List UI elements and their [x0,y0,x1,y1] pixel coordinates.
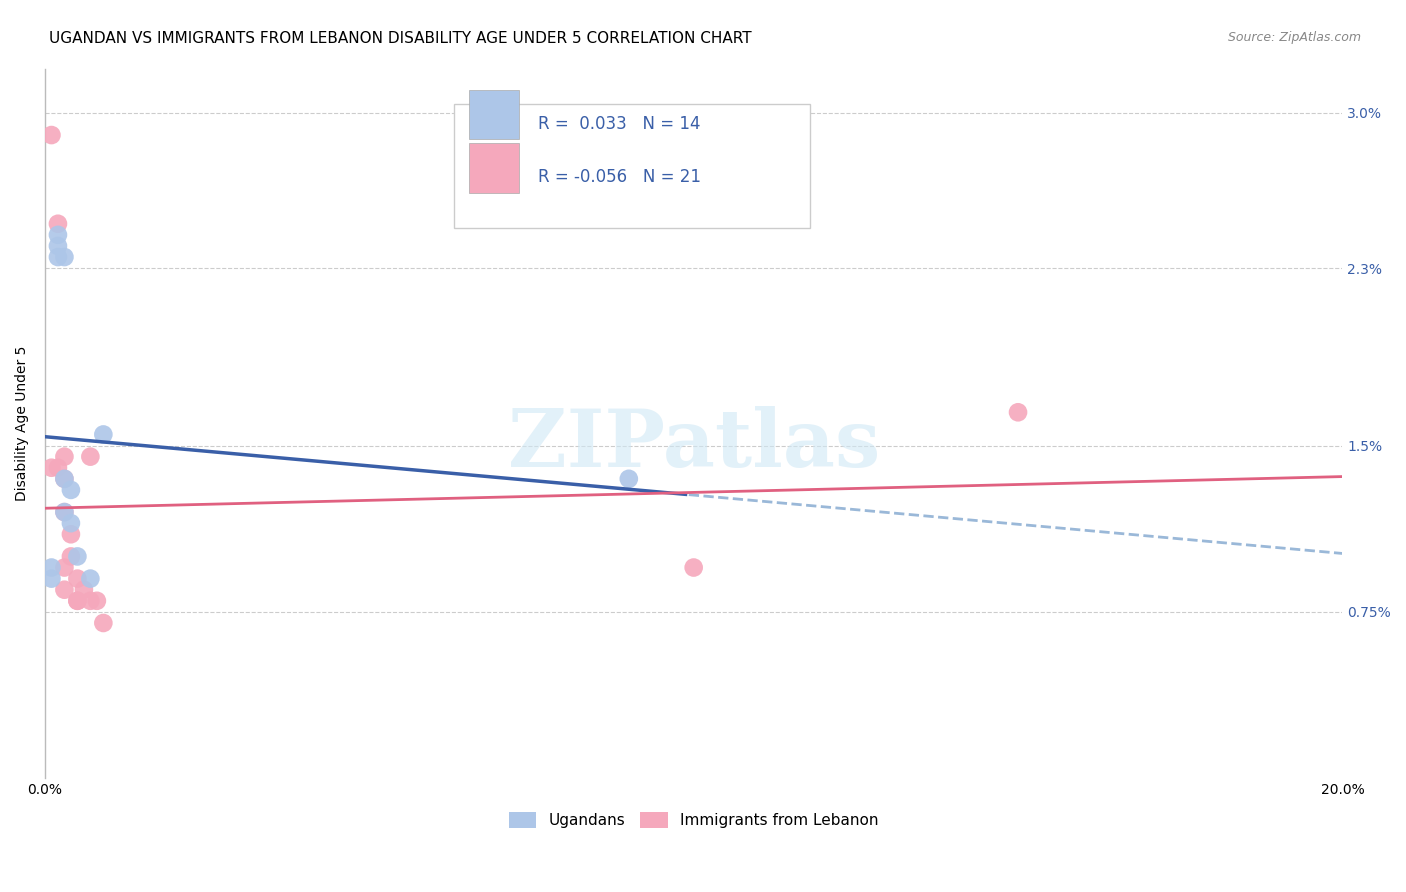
Point [73,582,96,597]
Point [59,483,82,497]
Y-axis label: Disability Age Under 5: Disability Age Under 5 [15,346,30,501]
FancyBboxPatch shape [470,143,519,193]
Point [53,582,76,597]
Text: R =  0.033   N = 14: R = 0.033 N = 14 [538,115,700,133]
Point [53,472,76,486]
Point [59,516,82,531]
Point [66,594,89,608]
Point [79,594,101,608]
FancyBboxPatch shape [470,90,519,139]
Point [46,217,69,231]
Point [53,505,76,519]
Point [53,450,76,464]
Point [1007,405,1029,419]
Legend: Ugandans, Immigrants from Lebanon: Ugandans, Immigrants from Lebanon [502,806,884,834]
Point [41,560,63,574]
Point [53,560,76,574]
Point [41,572,63,586]
Point [59,527,82,541]
Point [53,472,76,486]
Point [93,427,115,442]
Point [41,128,63,142]
Point [66,572,89,586]
Point [79,572,101,586]
Point [59,549,82,564]
Point [41,460,63,475]
Point [682,560,704,574]
Text: UGANDAN VS IMMIGRANTS FROM LEBANON DISABILITY AGE UNDER 5 CORRELATION CHART: UGANDAN VS IMMIGRANTS FROM LEBANON DISAB… [49,31,752,46]
Text: R = -0.056   N = 21: R = -0.056 N = 21 [538,168,702,186]
Point [53,250,76,264]
Point [93,615,115,630]
Point [66,549,89,564]
Point [46,250,69,264]
Text: Source: ZipAtlas.com: Source: ZipAtlas.com [1227,31,1361,45]
Point [46,227,69,242]
Text: ZIPatlas: ZIPatlas [508,406,880,483]
Point [617,472,640,486]
Point [79,450,101,464]
Point [53,505,76,519]
Point [46,239,69,253]
Point [86,594,108,608]
Point [46,460,69,475]
FancyBboxPatch shape [454,104,810,228]
Point [66,594,89,608]
